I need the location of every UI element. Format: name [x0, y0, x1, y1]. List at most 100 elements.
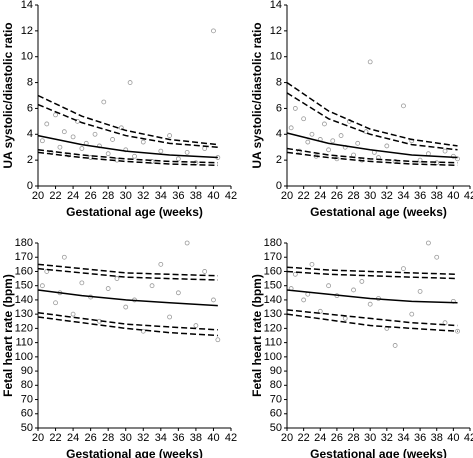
y-tick-label: 6 — [276, 102, 282, 114]
data-point — [322, 121, 327, 127]
y-tick-label: 14 — [21, 0, 33, 11]
data-point — [309, 131, 315, 137]
data-point — [184, 149, 190, 155]
y-tick-label: 12 — [270, 25, 282, 37]
data-point — [175, 290, 181, 296]
x-tick-label: 36 — [414, 190, 426, 202]
data-point — [351, 152, 356, 158]
y-tick-label: 130 — [15, 308, 33, 320]
data-point — [105, 286, 111, 291]
data-point — [44, 269, 50, 274]
reference-curve — [37, 267, 218, 281]
y-tick-label: 10 — [270, 51, 282, 63]
data-point — [44, 121, 50, 127]
y-axis-label: UA systolic/diastolic ratio — [250, 22, 264, 168]
data-point — [434, 254, 440, 260]
reference-curve — [37, 103, 218, 148]
x-tick-label: 42 — [225, 432, 237, 444]
data-point — [355, 140, 361, 146]
reference-curve — [286, 81, 458, 147]
y-tick-label: 130 — [264, 308, 282, 320]
data-point — [292, 106, 298, 111]
data-point — [409, 311, 415, 317]
y-tick-label: 2 — [27, 154, 33, 166]
data-point — [455, 328, 460, 334]
x-tick-label: 26 — [331, 432, 343, 444]
data-point — [92, 131, 98, 137]
data-point — [442, 148, 448, 154]
x-tick-label: 30 — [120, 432, 132, 444]
data-point — [301, 116, 307, 122]
y-tick-label: 110 — [15, 337, 33, 349]
x-tick-label: 30 — [120, 190, 132, 202]
reference-curve — [286, 270, 458, 280]
x-tick-label: 22 — [49, 190, 61, 202]
y-tick-label: 80 — [270, 379, 282, 391]
data-point — [351, 287, 356, 293]
data-point — [301, 297, 307, 303]
data-point — [70, 311, 76, 317]
reference-curve — [286, 266, 458, 276]
data-point — [401, 266, 406, 272]
data-point — [426, 151, 431, 157]
data-point — [401, 103, 406, 109]
data-point — [105, 151, 111, 157]
x-tick-label: 28 — [102, 432, 114, 444]
y-tick-label: 4 — [27, 128, 33, 140]
x-tick-label: 36 — [172, 432, 184, 444]
reference-curve — [37, 289, 218, 307]
x-tick-label: 20 — [32, 432, 44, 444]
data-point — [305, 139, 311, 145]
y-axis-label: Fetal heart rate (bpm) — [1, 274, 15, 397]
data-point — [330, 138, 336, 144]
data-point — [75, 118, 80, 124]
data-point — [167, 314, 172, 320]
data-point — [317, 308, 323, 314]
data-point — [384, 143, 390, 149]
x-tick-label: 38 — [190, 190, 202, 202]
reference-curve — [286, 151, 458, 167]
data-point — [450, 153, 456, 159]
y-tick-label: 8 — [27, 76, 33, 88]
data-point — [110, 137, 115, 142]
reference-curve — [37, 263, 218, 277]
x-tick-label: 34 — [397, 190, 409, 202]
data-point — [167, 133, 172, 138]
x-tick-label: 22 — [298, 190, 310, 202]
reference-curve — [37, 311, 218, 331]
y-tick-label: 170 — [15, 251, 33, 263]
y-tick-label: 6 — [27, 102, 33, 114]
data-point — [79, 146, 85, 151]
data-point — [338, 133, 344, 138]
x-tick-label: 20 — [32, 190, 44, 202]
data-point — [39, 283, 45, 289]
reference-curve — [37, 94, 218, 146]
reference-curve — [37, 316, 218, 337]
data-point — [140, 328, 146, 334]
y-tick-label: 140 — [264, 294, 282, 306]
data-point — [101, 99, 107, 105]
data-point — [70, 134, 76, 140]
data-point — [175, 156, 181, 162]
y-tick-label: 70 — [21, 393, 33, 405]
y-tick-label: 2 — [276, 154, 282, 166]
x-tick-label: 42 — [464, 432, 473, 444]
reference-curve — [37, 149, 218, 164]
x-tick-label: 28 — [102, 190, 114, 202]
data-point — [309, 261, 315, 267]
x-tick-label: 26 — [85, 190, 97, 202]
x-tick-label: 42 — [464, 190, 473, 202]
data-point — [149, 283, 155, 289]
y-tick-label: 50 — [270, 422, 282, 434]
y-tick-label: 90 — [270, 365, 282, 377]
x-tick-label: 36 — [172, 190, 184, 202]
reference-curve — [37, 134, 218, 159]
y-tick-label: 180 — [264, 237, 282, 249]
y-tick-label: 0 — [276, 180, 282, 192]
data-point — [392, 343, 398, 348]
y-tick-label: 0 — [27, 180, 33, 192]
x-tick-label: 32 — [381, 190, 393, 202]
data-point — [359, 279, 365, 284]
x-tick-label: 42 — [225, 190, 237, 202]
data-point — [127, 80, 133, 85]
